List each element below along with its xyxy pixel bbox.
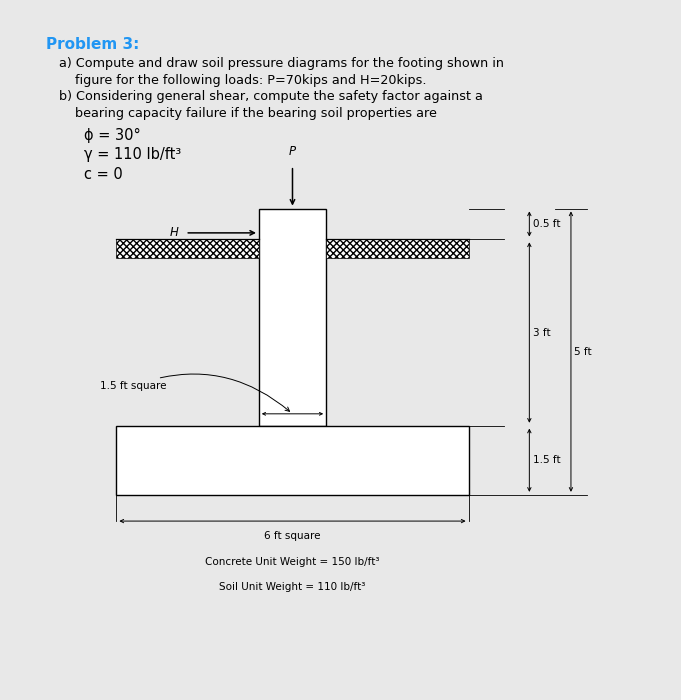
Text: 0.5 ft: 0.5 ft (533, 219, 560, 229)
Text: c = 0: c = 0 (84, 167, 123, 182)
Text: 1.5 ft square: 1.5 ft square (99, 374, 289, 412)
Text: b) Considering general shear, compute the safety factor against a: b) Considering general shear, compute th… (59, 90, 483, 103)
Text: a) Compute and draw soil pressure diagrams for the footing shown in: a) Compute and draw soil pressure diagra… (59, 57, 504, 70)
Text: 6 ft square: 6 ft square (264, 531, 321, 541)
Text: Problem 3:: Problem 3: (46, 38, 140, 52)
Bar (326, 239, 469, 258)
Text: figure for the following loads: P=70kips and H=20kips.: figure for the following loads: P=70kips… (59, 74, 426, 87)
Text: ϕ = 30°: ϕ = 30° (84, 127, 141, 143)
Text: 5 ft: 5 ft (574, 346, 592, 356)
Text: 3 ft: 3 ft (533, 328, 550, 337)
Text: bearing capacity failure if the bearing soil properties are: bearing capacity failure if the bearing … (59, 106, 437, 120)
Text: γ = 110 lb/ft³: γ = 110 lb/ft³ (84, 147, 182, 162)
Text: P: P (289, 145, 296, 158)
Bar (116, 239, 259, 258)
Text: 1.5 ft: 1.5 ft (533, 455, 560, 466)
Text: Soil Unit Weight = 110 lb/ft³: Soil Unit Weight = 110 lb/ft³ (219, 582, 366, 592)
Text: H: H (170, 226, 179, 239)
Bar (259, 209, 326, 426)
Bar (116, 426, 469, 495)
Text: Concrete Unit Weight = 150 lb/ft³: Concrete Unit Weight = 150 lb/ft³ (205, 557, 380, 567)
